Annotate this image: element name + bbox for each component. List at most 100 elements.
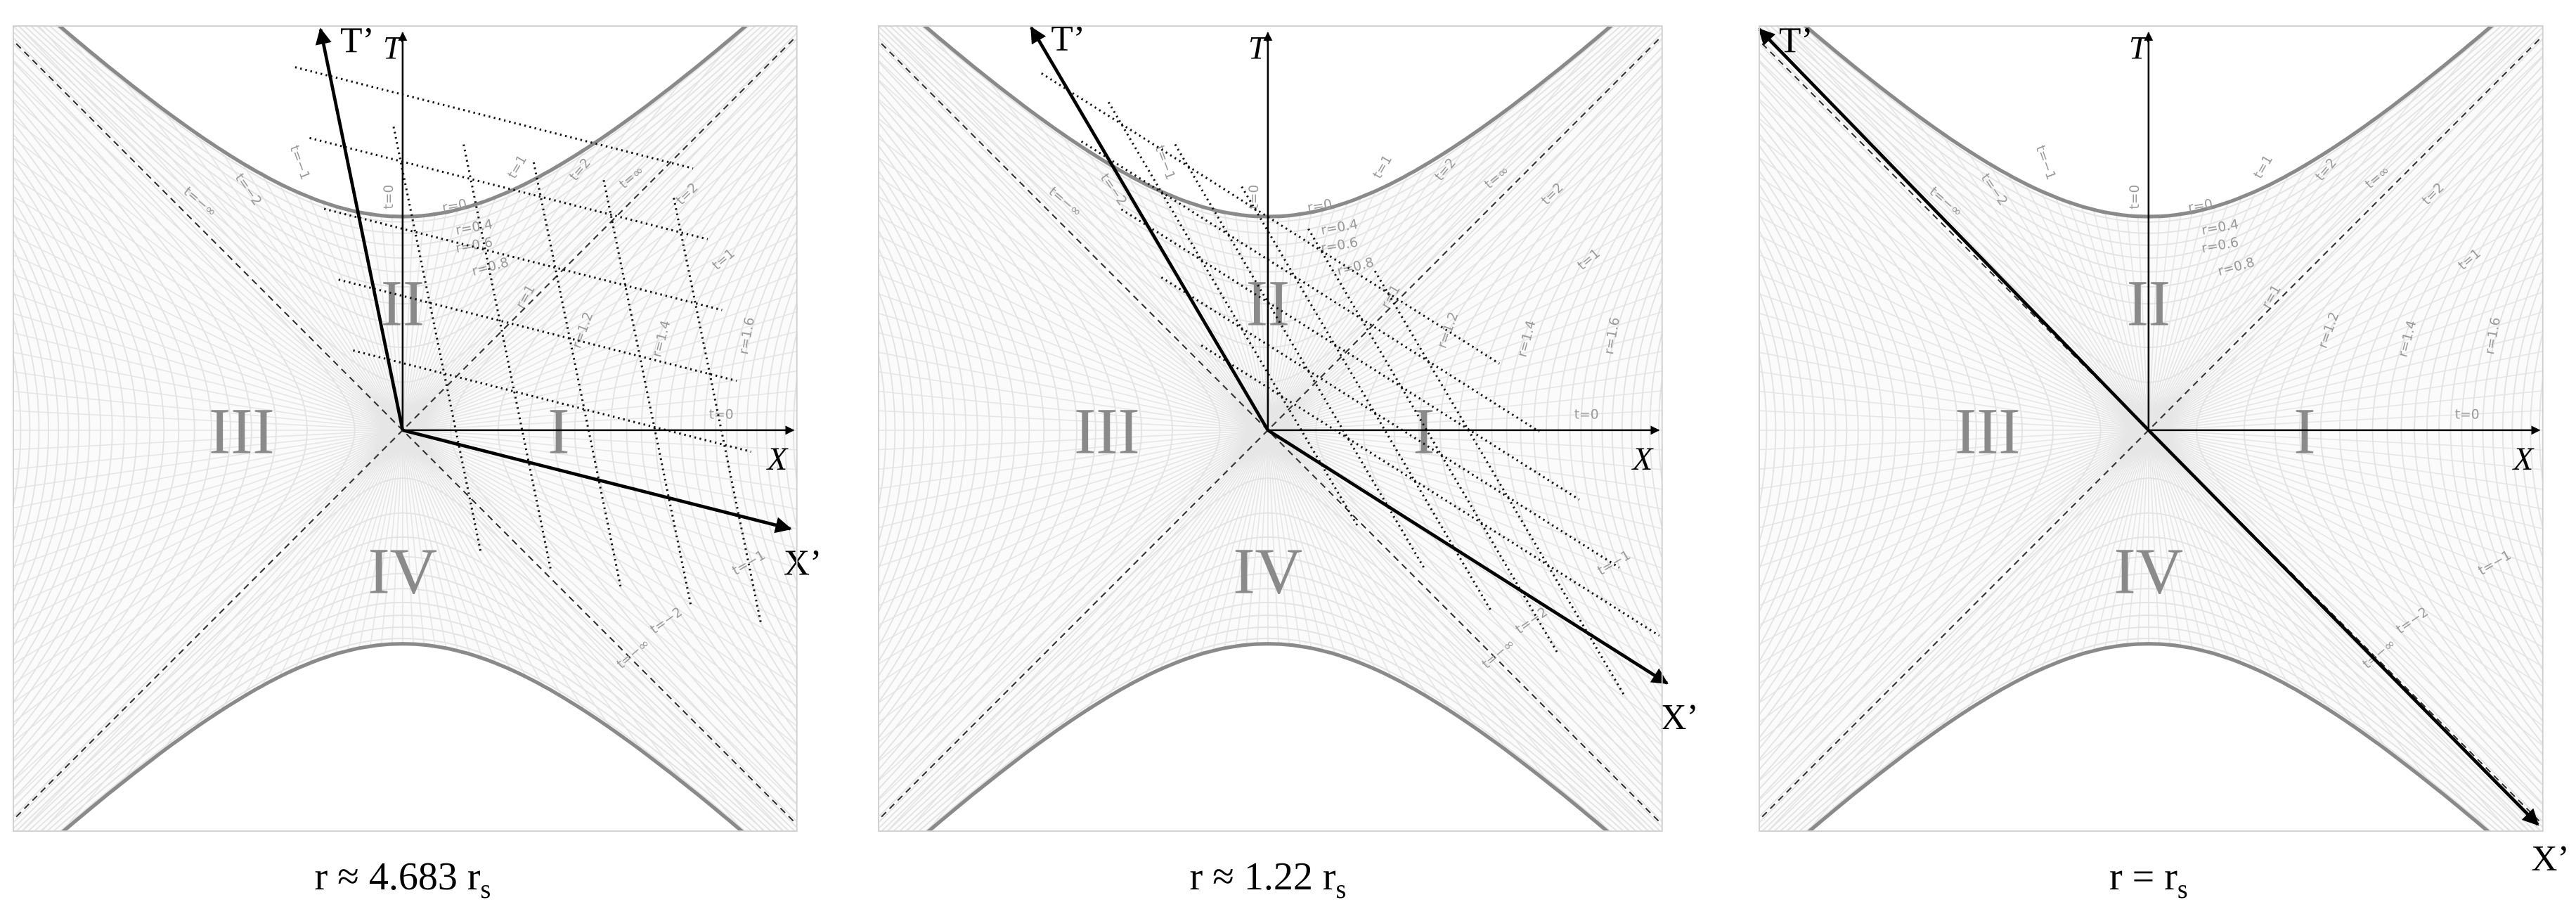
- singularity: [921, 26, 1614, 219]
- panel-content: t=0t=1t=2t=∞t=−1t=−2t=−∞t=−∞ t=−2t=−1t=0t…: [0, 0, 797, 879]
- region-label: I: [548, 396, 569, 468]
- grid-r-curve: [1761, 536, 2536, 832]
- t-prime-label: T’: [1779, 20, 1813, 60]
- grid-r-curve: [2492, 236, 2543, 624]
- grid-r-curve: [1314, 37, 1662, 823]
- grid-r-curve: [1475, 94, 1662, 766]
- grid-r-curve: [18, 26, 788, 305]
- grid-r-curve: [1759, 266, 1795, 594]
- grid-r-curve: [2538, 373, 2543, 487]
- t-axis-label: T: [383, 30, 403, 67]
- x-prime-axis: [2147, 429, 2539, 826]
- dotted-grid-line: [462, 141, 552, 569]
- grid-r-curve: [1759, 89, 1959, 771]
- grid-r-curve: [2414, 138, 2543, 723]
- singularity: [1806, 642, 2491, 832]
- grid-r-curve: [2501, 255, 2543, 605]
- region-label: IV: [2114, 535, 2184, 607]
- caption-subscript: s: [1335, 875, 1346, 904]
- grid-r-curve: [13, 60, 278, 800]
- grid-r-curve: [1546, 150, 1662, 711]
- grid-r-curve: [2461, 189, 2543, 671]
- grid-r-curve: [1458, 84, 1662, 776]
- dotted-grid-line: [338, 278, 737, 382]
- grid-r-curve: [13, 198, 91, 663]
- grid-r-curve: [879, 266, 914, 594]
- grid-r-curve: [1759, 144, 1884, 716]
- grid-r-curve: [2195, 37, 2543, 823]
- region-label: III: [209, 396, 274, 468]
- grid-r-curve: [13, 247, 59, 614]
- grid-r-curve: [2482, 219, 2543, 641]
- grid-r-curve: [1788, 26, 2509, 246]
- grid-r-curve: [1611, 236, 1662, 624]
- grid-r-curve: [2298, 65, 2543, 796]
- grid-r-curve: [593, 84, 797, 776]
- grid-r-curve: [879, 51, 1174, 809]
- grid-r-curve: [879, 60, 1143, 800]
- grid-r-curve: [13, 212, 79, 648]
- grid-r-curve: [13, 89, 213, 771]
- grid-r-curve: [1759, 157, 1871, 704]
- grid-r-curve: [23, 26, 782, 288]
- grid-r-curve: [528, 56, 797, 805]
- grid-r-curve: [1782, 26, 2516, 259]
- curve-label: t=0: [2455, 408, 2480, 423]
- grid-r-curve: [2371, 104, 2543, 756]
- grid-r-curve: [879, 70, 1118, 790]
- grid-r-curve: [13, 26, 794, 324]
- grid-r-curve: [1759, 133, 1897, 728]
- x-prime-label: X’: [2531, 839, 2569, 879]
- x-prime-label: X’: [784, 543, 822, 584]
- grid-r-curve: [36, 26, 770, 259]
- grid-r-curve: [13, 133, 151, 728]
- grid-r-curve: [704, 175, 797, 686]
- panel-content: t=0t=1t=2t=∞t=−1t=−2t=−∞t=−∞ t=−2t=−1t=0t…: [1759, 0, 2576, 879]
- grid-r-curve: [626, 104, 797, 756]
- grid-r-curve: [907, 26, 1629, 246]
- region-label: III: [1074, 396, 1139, 468]
- grid-r-curve: [879, 26, 1659, 324]
- grid-r-curve: [2548, 0, 2576, 879]
- grid-r-curve: [784, 330, 797, 531]
- singularity: [1802, 26, 2494, 219]
- dotted-grid-line: [602, 177, 692, 605]
- grid-r-curve: [552, 65, 797, 796]
- curve-label: t=0: [709, 408, 734, 423]
- x-axis-label: X: [2512, 441, 2535, 477]
- grid-r-curve: [736, 219, 797, 641]
- grid-r-curve: [13, 352, 22, 509]
- grid-r-curve: [33, 588, 772, 832]
- grid-r-curve: [0, 0, 12, 879]
- grid-r-curve: [924, 638, 1612, 832]
- panel: t=0t=1t=2t=∞t=−1t=−2t=−∞t=−∞ t=−2t=−1t=0t…: [1758, 0, 2576, 879]
- grid-r-curve: [1759, 316, 1777, 545]
- dotted-grid-line: [1200, 344, 1660, 637]
- grid-r-curve: [2243, 46, 2543, 814]
- grid-r-curve: [1362, 46, 1662, 814]
- region-label: I: [2293, 396, 2315, 468]
- grid-r-curve: [879, 100, 1061, 761]
- grid-r-curve: [574, 74, 797, 786]
- grid-r-curve: [13, 183, 102, 678]
- t-prime-axis: [315, 27, 405, 431]
- dotted-grid-line: [1080, 140, 1540, 433]
- grid-r-curve: [1794, 26, 2503, 234]
- grid-r-curve: [879, 247, 924, 614]
- grid-r-curve: [2400, 126, 2543, 734]
- grid-r-curve: [1601, 219, 1662, 641]
- grid-r-curve: [680, 150, 797, 711]
- grid-r-curve: [654, 126, 797, 734]
- grid-r-curve: [1558, 162, 1662, 698]
- grid-r-curve: [640, 115, 797, 745]
- grid-r-curve: [55, 26, 751, 223]
- grid-r-curve: [879, 157, 990, 704]
- t-axis-label: T: [1248, 30, 1269, 67]
- dotted-grid-line: [1373, 268, 1625, 695]
- grid-r-curve: [668, 138, 797, 723]
- curve-label: t=0: [382, 185, 396, 210]
- grid-r-curve: [879, 110, 1045, 750]
- grid-r-curve: [610, 94, 797, 766]
- curve-label: t=0: [1574, 408, 1599, 423]
- grid-r-curve: [2511, 276, 2543, 584]
